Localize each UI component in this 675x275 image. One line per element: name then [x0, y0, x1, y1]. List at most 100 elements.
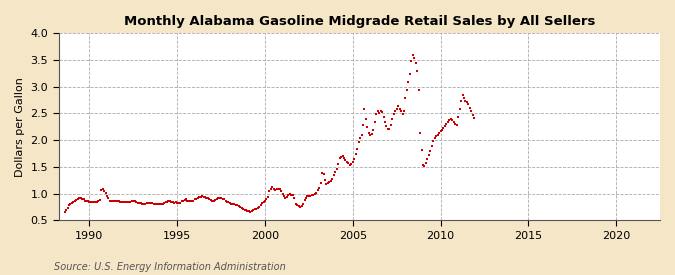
Point	[325, 179, 336, 183]
Title: Monthly Alabama Gasoline Midgrade Retail Sales by All Sellers: Monthly Alabama Gasoline Midgrade Retail…	[124, 15, 595, 28]
Point	[151, 202, 162, 206]
Point	[324, 180, 335, 185]
Point	[86, 200, 97, 204]
Y-axis label: Dollars per Gallon: Dollars per Gallon	[15, 77, 25, 177]
Point	[299, 198, 310, 202]
Point	[354, 136, 365, 140]
Point	[128, 199, 139, 203]
Point	[182, 198, 193, 203]
Point	[309, 192, 320, 196]
Point	[402, 88, 412, 92]
Point	[400, 96, 411, 100]
Point	[157, 202, 168, 206]
Point	[65, 202, 76, 207]
Point	[221, 199, 232, 204]
Point	[225, 201, 236, 205]
Point	[111, 198, 122, 203]
Point	[96, 188, 107, 192]
Point	[265, 187, 276, 191]
Point	[235, 205, 246, 209]
Point	[457, 93, 468, 98]
Point	[418, 163, 429, 167]
Point	[330, 169, 341, 174]
Point	[81, 199, 92, 203]
Point	[375, 109, 386, 114]
Point	[117, 199, 128, 204]
Point	[63, 203, 74, 208]
Point	[327, 177, 338, 181]
Point	[107, 199, 118, 203]
Point	[185, 199, 196, 203]
Point	[166, 199, 177, 204]
Point	[106, 199, 117, 203]
Point	[217, 197, 228, 201]
Point	[267, 185, 277, 189]
Point	[256, 201, 267, 205]
Point	[367, 132, 377, 136]
Point	[122, 200, 133, 204]
Point	[147, 201, 158, 205]
Point	[160, 200, 171, 204]
Point	[295, 205, 306, 209]
Point	[76, 196, 86, 201]
Point	[102, 194, 113, 199]
Point	[408, 53, 418, 57]
Point	[271, 187, 282, 192]
Point	[323, 181, 333, 186]
Point	[188, 198, 198, 203]
Point	[305, 194, 316, 198]
Point	[112, 198, 123, 203]
Point	[119, 200, 130, 204]
Point	[396, 109, 406, 114]
Point	[314, 186, 325, 191]
Point	[358, 122, 369, 127]
Point	[387, 117, 398, 122]
Point	[398, 109, 409, 114]
Point	[179, 198, 190, 202]
Point	[226, 202, 237, 206]
Point	[190, 197, 200, 202]
Point	[452, 122, 462, 127]
Point	[344, 163, 355, 167]
Point	[372, 109, 383, 114]
Point	[269, 187, 279, 191]
Point	[191, 197, 202, 201]
Point	[454, 106, 465, 111]
Point	[91, 199, 102, 204]
Point	[421, 161, 431, 165]
Point	[205, 198, 216, 202]
Point	[444, 118, 455, 123]
Point	[349, 157, 360, 162]
Point	[464, 105, 475, 110]
Point	[248, 208, 259, 212]
Point	[379, 120, 390, 124]
Point	[238, 206, 248, 211]
Point	[431, 134, 441, 139]
Point	[210, 198, 221, 202]
Point	[306, 193, 317, 197]
Point	[159, 200, 169, 205]
Point	[296, 204, 307, 209]
Point	[346, 162, 356, 166]
Point	[315, 181, 326, 186]
Point	[348, 160, 358, 164]
Point	[397, 112, 408, 116]
Point	[308, 193, 319, 197]
Point	[156, 202, 167, 206]
Point	[99, 189, 109, 193]
Text: Source: U.S. Energy Information Administration: Source: U.S. Energy Information Administ…	[54, 262, 286, 272]
Point	[389, 109, 400, 114]
Point	[255, 203, 266, 207]
Point	[74, 196, 84, 200]
Point	[59, 210, 70, 214]
Point	[388, 112, 399, 116]
Point	[90, 199, 101, 204]
Point	[232, 203, 242, 208]
Point	[270, 188, 281, 192]
Point	[384, 127, 395, 131]
Point	[363, 131, 374, 135]
Point	[246, 209, 257, 213]
Point	[219, 197, 230, 202]
Point	[438, 126, 449, 130]
Point	[109, 198, 119, 203]
